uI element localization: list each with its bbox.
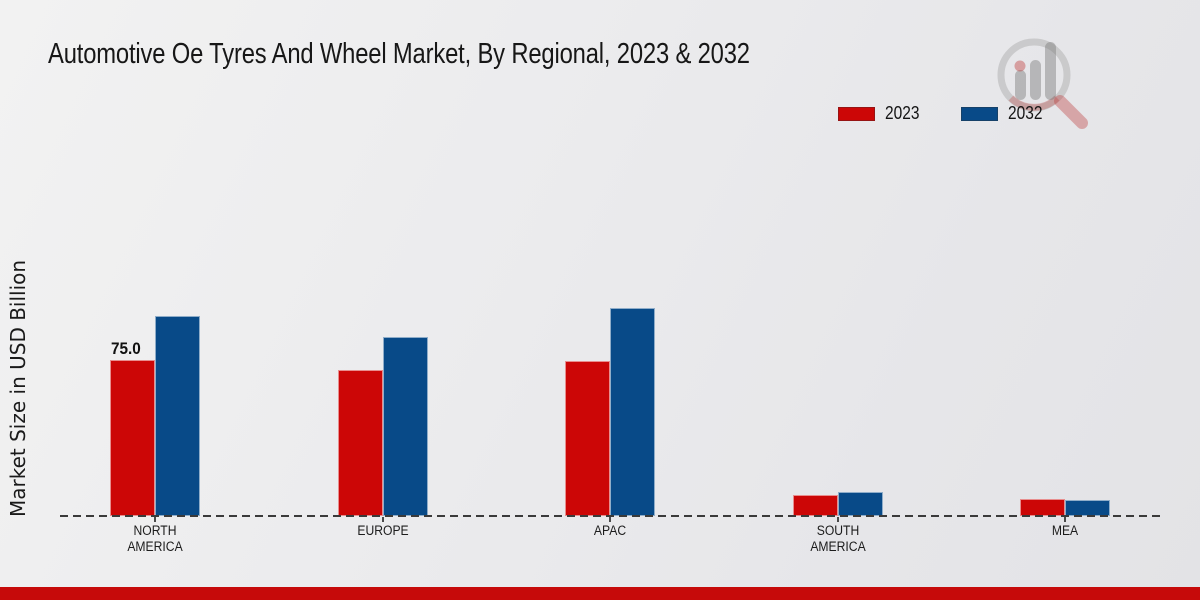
x-axis-tick: [836, 517, 839, 522]
bar-2032-south-america: [837, 492, 883, 516]
bar-data-label: 75.0: [111, 339, 141, 358]
chart-title-text: Automotive Oe Tyres And Wheel Market, By…: [48, 38, 750, 70]
category-label-north-america: NORTH AMERICA: [127, 523, 183, 554]
bar-2023-mea: [1020, 499, 1065, 516]
x-axis-tick: [1064, 517, 1066, 522]
bar-2023-apac: [565, 361, 610, 516]
magnifier-bar-chart-logo-watermark: [997, 38, 1088, 129]
legend-item-2023: 2023: [838, 103, 925, 124]
category-label-south-america: SOUTH AMERICA: [809, 523, 866, 554]
legend: 2023 2032: [838, 103, 1048, 124]
x-axis-baseline: [60, 515, 1160, 517]
bar-2023-north-america: [110, 360, 155, 516]
x-axis-tick: [381, 517, 384, 522]
category-label-mea: MEA: [1051, 523, 1079, 538]
legend-item-2032: 2032: [961, 103, 1048, 124]
bar-2032-mea: [1065, 500, 1110, 516]
legend-swatch-2032: [961, 106, 999, 121]
bar-2032-apac: [610, 308, 655, 516]
bar-2032-europe: [382, 337, 428, 516]
bottom-accent-bar: [0, 587, 1200, 600]
x-axis-tick: [154, 517, 156, 522]
legend-label-2032: 2032: [1008, 103, 1043, 123]
bar-2023-south-america: [792, 495, 838, 516]
chart-title: Automotive Oe Tyres And Wheel Market, By…: [48, 38, 904, 71]
x-axis-tick: [609, 517, 611, 522]
legend-swatch-2023: [838, 106, 875, 121]
legend-label-2023: 2023: [885, 103, 920, 123]
bar-2032-north-america: [155, 316, 200, 516]
category-label-europe: EUROPE: [356, 523, 409, 538]
category-label-apac: APAC: [593, 523, 627, 538]
bar-2023-europe: [337, 370, 383, 516]
